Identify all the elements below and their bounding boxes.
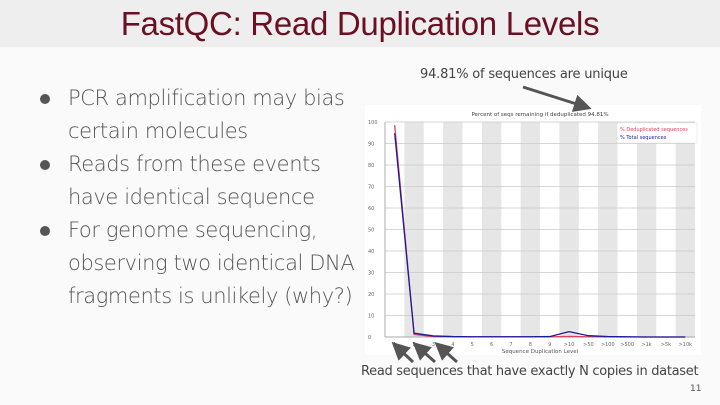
x-tick-label: 8	[529, 342, 532, 348]
y-tick-label: 10	[368, 314, 374, 320]
y-tick-label: 20	[368, 292, 374, 298]
x-tick-label: >1k	[641, 342, 651, 348]
x-tick-label: >10k	[679, 342, 693, 348]
x-tick-label: 2	[412, 342, 415, 348]
y-tick-label: 0	[368, 335, 371, 341]
y-tick-label: 40	[368, 249, 374, 255]
legend-box	[616, 122, 698, 144]
x-tick-label: 1	[393, 342, 396, 348]
bullet-item: Reads from these events have identical s…	[26, 148, 366, 214]
y-tick-label: 80	[368, 163, 374, 169]
y-tick-label: 90	[368, 142, 374, 148]
x-tick-label: 4	[451, 342, 454, 348]
bullet-icon	[40, 160, 50, 170]
chart-canvas: 0 10 20 30 40 50 60 70 80 90 100 1 2 3 4 5 6 7 8 9 >10 >50 >10…	[368, 112, 698, 355]
x-tick-label: >50	[583, 342, 594, 348]
x-tick-label: 5	[471, 342, 474, 348]
x-tick-label: 7	[509, 342, 512, 348]
chart-title: Percent of seqs remaining if deduplicate…	[471, 112, 608, 118]
x-tick-label: >500	[620, 342, 634, 348]
y-tick-label: 70	[368, 185, 374, 191]
bullet-list: PCR amplification may bias certain molec…	[26, 82, 366, 313]
slide-title: FastQC: Read Duplication Levels	[120, 5, 600, 42]
y-tick-label: 100	[368, 120, 378, 126]
series-line	[394, 133, 686, 338]
bullet-item: PCR amplification may bias certain molec…	[26, 82, 366, 148]
bullet-icon	[40, 226, 50, 236]
y-tick-label: 50	[368, 228, 374, 234]
bullet-item: For genome sequencing, observing two ide…	[26, 214, 366, 313]
duplication-chart: 0 10 20 30 40 50 60 70 80 90 100 1 2 3 4 5 6 7 8 9 >10 >50 >10…	[365, 105, 701, 355]
arrow-to-unique-icon	[522, 85, 592, 112]
title-bar	[0, 0, 720, 47]
x-tick-label: >10	[564, 342, 575, 348]
unique-percentage-note: 94.81% of sequences are unique	[420, 67, 628, 82]
x-tick-label: >5k	[661, 342, 671, 348]
y-tick-label: 60	[368, 206, 374, 212]
legend-entry: % Deduplicated sequences	[620, 127, 688, 133]
page-number: 11	[690, 384, 702, 394]
x-tick-label: >100	[601, 342, 615, 348]
x-tick-label: 9	[548, 342, 551, 348]
chart-caption: Read sequences that have exactly N copie…	[361, 364, 699, 379]
x-tick-label: 6	[490, 342, 493, 348]
y-tick-label: 30	[368, 271, 374, 277]
legend-entry: % Total sequences	[620, 135, 667, 141]
x-axis-title: Sequence Duplication Level	[502, 349, 579, 355]
bullet-icon	[40, 94, 50, 104]
x-tick-label: 3	[432, 342, 435, 348]
